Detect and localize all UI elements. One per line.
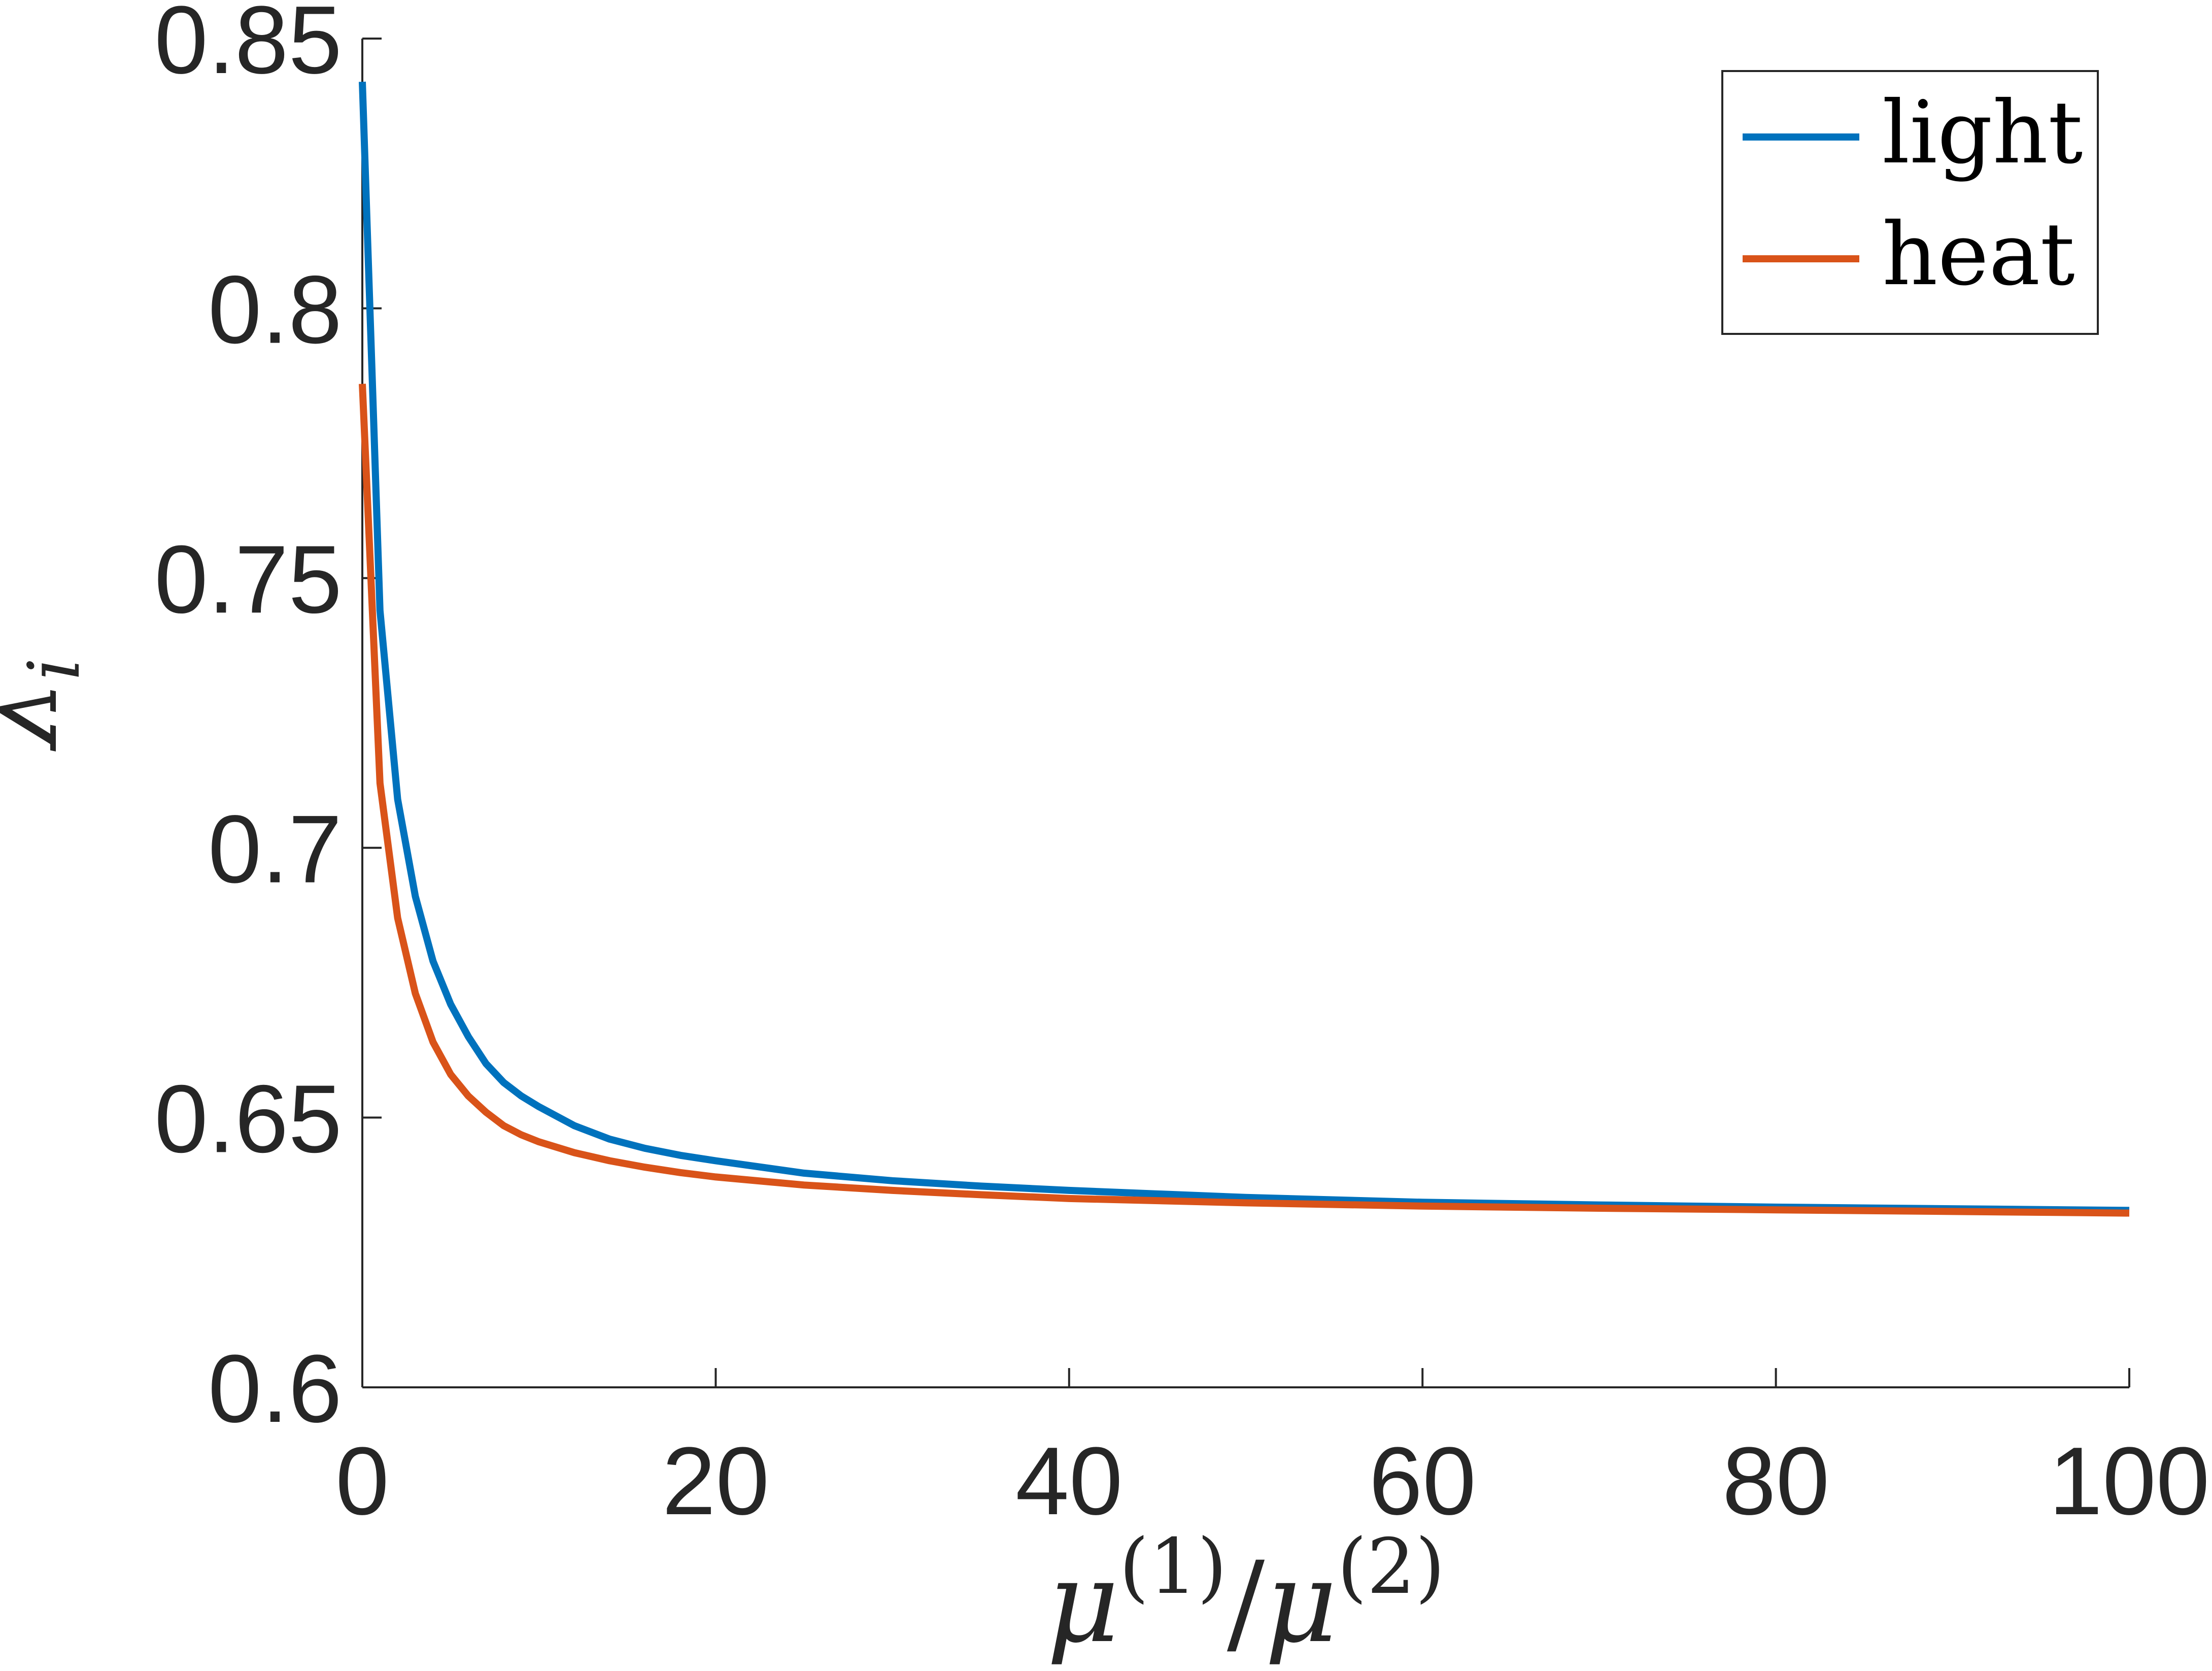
series-lines — [359, 81, 2130, 1217]
x-axis-title-sup1: (1) — [1119, 1523, 1227, 1611]
series-line-heat — [359, 384, 2130, 1217]
y-tick-label: 0.7 — [208, 796, 342, 903]
x-ticks: 0 20 40 60 80 100 — [335, 1368, 2210, 1535]
legend-items: light heat — [1743, 83, 2083, 305]
x-tick-label: 0 — [335, 1427, 389, 1535]
x-axis-title-base: μ — [1046, 1538, 1119, 1667]
y-axis-title-base: λ — [0, 680, 81, 752]
y-tick-label: 0.6 — [208, 1335, 342, 1443]
x-axis-title-separator: / — [1227, 1538, 1265, 1667]
y-tick-label: 0.8 — [208, 256, 342, 364]
x-tick-label: 40 — [1015, 1427, 1122, 1535]
series-line-light — [359, 81, 2130, 1214]
y-axis-title-subscript: i — [13, 658, 96, 680]
x-axis-title-sup2: (2) — [1337, 1523, 1445, 1611]
x-axis-title: μ(1)/μ(2) — [1046, 1523, 1445, 1667]
legend-box — [1721, 70, 2099, 335]
legend: light heat — [1721, 70, 2099, 335]
y-tick-label: 0.85 — [154, 0, 342, 94]
x-tick-label: 80 — [1722, 1427, 1829, 1535]
y-tick-label: 0.75 — [154, 526, 342, 633]
x-tick-label: 60 — [1369, 1427, 1476, 1535]
x-tick-label: 100 — [2049, 1427, 2209, 1535]
y-tick-label: 0.65 — [154, 1065, 342, 1173]
x-tick-label: 20 — [662, 1427, 769, 1535]
legend-label-light: light — [1882, 83, 2083, 183]
y-ticks: 0.6 0.65 0.7 0.75 0.8 0.85 — [154, 0, 382, 1443]
legend-label-heat: heat — [1882, 204, 2075, 305]
y-axis-title: λi — [0, 658, 96, 752]
x-axis-title-base2: μ — [1265, 1538, 1337, 1667]
svg-text:λi: λi — [0, 658, 96, 752]
